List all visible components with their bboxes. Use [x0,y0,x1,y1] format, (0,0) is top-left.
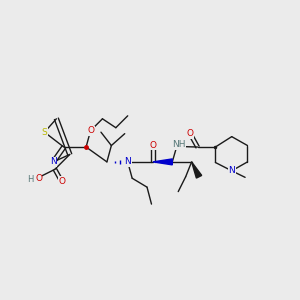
Text: O: O [87,126,94,135]
Text: H: H [27,175,34,184]
Polygon shape [153,159,172,165]
Text: N: N [228,166,235,175]
Text: O: O [149,141,157,150]
Text: N: N [124,158,131,166]
Text: S: S [42,128,47,137]
Text: N: N [50,158,57,166]
Text: NH: NH [172,140,186,149]
Polygon shape [192,162,202,178]
Text: O: O [187,129,194,138]
Text: O: O [35,174,42,183]
Text: O: O [59,177,66,186]
